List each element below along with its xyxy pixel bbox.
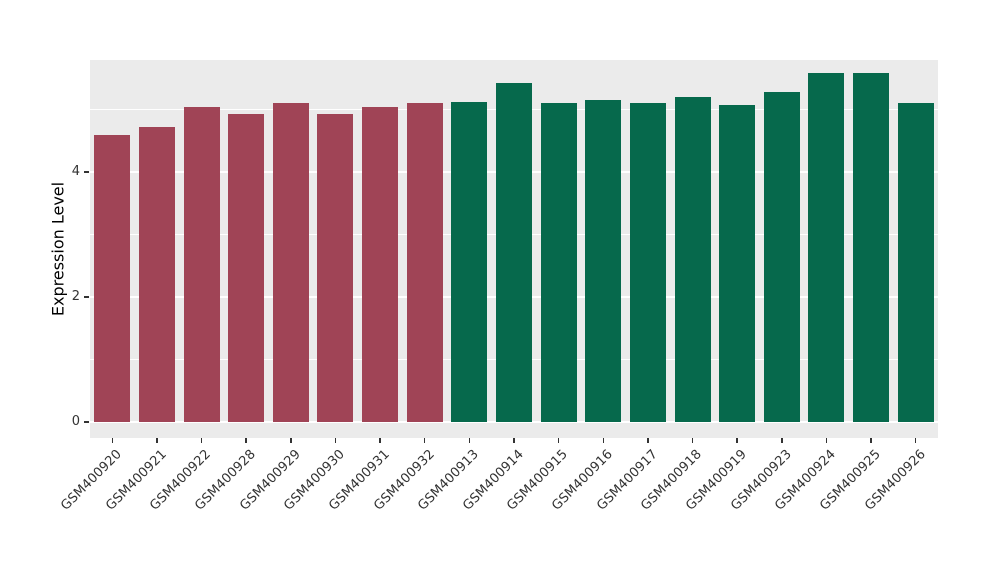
- x-tick-mark: [245, 438, 247, 443]
- y-tick-label: 2: [71, 289, 80, 304]
- bar-GSM400919: [719, 104, 756, 422]
- bar-GSM400928: [228, 113, 265, 422]
- bar-GSM400920: [94, 134, 131, 422]
- bar-GSM400915: [540, 103, 577, 422]
- plot-panel: [90, 60, 938, 438]
- x-tick-mark: [379, 438, 381, 443]
- bar-GSM400917: [629, 103, 666, 422]
- x-tick-mark: [736, 438, 738, 443]
- bar-GSM400921: [138, 127, 175, 422]
- bar-GSM400918: [674, 97, 711, 422]
- x-tick-mark: [602, 438, 604, 443]
- y-tick-mark: [84, 421, 89, 423]
- y-tick-label: 0: [71, 414, 80, 429]
- bar-GSM400926: [897, 103, 934, 422]
- x-tick-mark: [334, 438, 337, 443]
- bar-GSM400932: [406, 103, 443, 422]
- bar-GSM400913: [451, 102, 488, 422]
- bar-GSM400922: [183, 107, 220, 422]
- bar-GSM400923: [763, 92, 800, 422]
- bar-GSM400924: [808, 73, 845, 422]
- y-tick-mark: [84, 296, 89, 298]
- x-tick-mark: [557, 438, 560, 443]
- x-tick-mark: [647, 438, 649, 443]
- bar-GSM400925: [853, 73, 890, 422]
- y-tick-label: 4: [71, 164, 80, 179]
- x-tick-mark: [781, 438, 783, 443]
- x-tick-mark: [200, 438, 203, 443]
- major-gridline: [90, 421, 938, 423]
- y-tick-mark: [84, 171, 89, 173]
- bar-GSM400930: [317, 113, 354, 422]
- x-tick-mark: [870, 438, 872, 443]
- x-tick-mark: [914, 438, 917, 443]
- x-tick-mark: [111, 438, 114, 443]
- x-tick-mark: [290, 438, 292, 443]
- x-tick-mark: [825, 438, 828, 443]
- bar-GSM400931: [362, 107, 399, 422]
- x-tick-mark: [423, 438, 426, 443]
- x-tick-mark: [513, 438, 515, 443]
- bar-GSM400914: [496, 83, 532, 422]
- x-tick-mark: [156, 438, 158, 443]
- x-tick-mark: [468, 438, 471, 443]
- x-tick-mark: [691, 438, 694, 443]
- bar-GSM400916: [585, 100, 622, 422]
- bar-GSM400929: [272, 103, 309, 422]
